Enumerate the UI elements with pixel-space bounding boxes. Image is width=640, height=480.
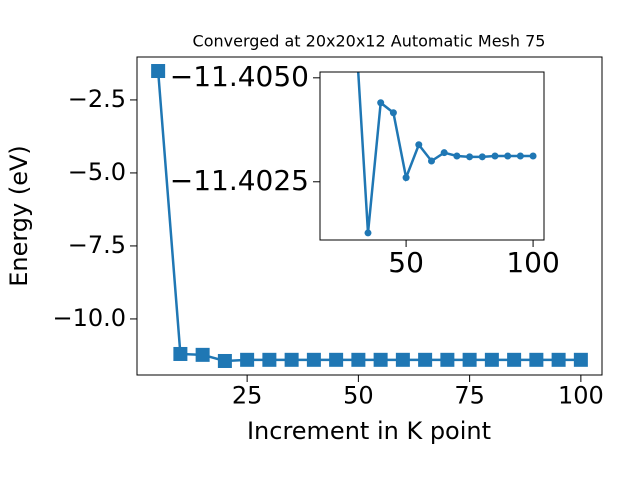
marker <box>484 352 499 367</box>
marker <box>373 352 388 367</box>
y-tick-label: −11.4025 <box>170 164 309 197</box>
axes-frame <box>319 71 545 241</box>
marker <box>173 346 188 361</box>
marker <box>516 152 524 160</box>
x-tick-label: 75 <box>454 381 485 409</box>
marker <box>306 352 321 367</box>
marker <box>352 20 359 27</box>
marker <box>195 347 210 362</box>
y-tick-label: −11.4050 <box>170 60 309 93</box>
y-tick-label: −5.0 <box>68 158 126 186</box>
marker <box>402 174 410 182</box>
y-axis-label: Energy (eV) <box>5 145 33 287</box>
y-tick-label: −7.5 <box>68 231 126 259</box>
marker <box>377 99 385 107</box>
chart-title: Converged at 20x20x12 Automatic Mesh 75 <box>193 32 546 51</box>
marker <box>389 109 397 117</box>
y-tick-label: −10.0 <box>52 304 126 332</box>
marker <box>440 149 448 157</box>
marker <box>529 352 544 367</box>
marker <box>151 64 166 79</box>
marker <box>440 352 455 367</box>
marker <box>329 352 344 367</box>
marker <box>351 352 366 367</box>
marker <box>573 352 588 367</box>
x-axis-label: Increment in K point <box>247 417 491 445</box>
marker <box>491 152 499 160</box>
axes-frame <box>136 56 603 376</box>
marker <box>466 153 474 161</box>
marker <box>418 352 433 367</box>
y-tick-label: −2.5 <box>68 85 126 113</box>
marker <box>284 352 299 367</box>
marker <box>551 352 566 367</box>
marker <box>453 152 461 160</box>
marker <box>507 352 522 367</box>
x-tick-label: 25 <box>232 381 263 409</box>
marker <box>364 229 372 237</box>
x-tick-label: 50 <box>343 381 374 409</box>
marker <box>415 141 423 149</box>
marker <box>529 152 537 160</box>
x-tick-label: 100 <box>558 381 604 409</box>
marker <box>478 153 486 161</box>
marker <box>504 152 512 160</box>
marker <box>262 352 277 367</box>
marker <box>427 157 435 165</box>
marker <box>240 352 255 367</box>
x-tick-label: 100 <box>506 246 559 279</box>
x-tick-label: 50 <box>388 246 424 279</box>
marker <box>217 353 232 368</box>
marker <box>462 352 477 367</box>
marker <box>395 352 410 367</box>
